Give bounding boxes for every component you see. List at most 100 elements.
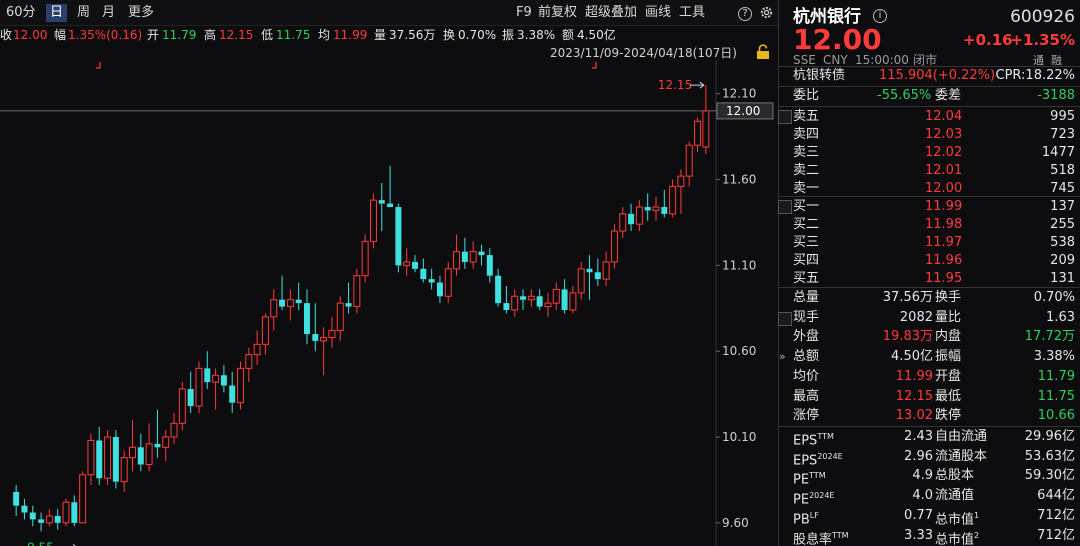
bid-label: 买五 [793,271,820,286]
tab-60min[interactable]: 60分 [6,5,36,20]
stat-value: 2082 [899,309,933,325]
panel-row: 买二 11.98 255 [779,215,1080,235]
stat-value: 17.72万 [1024,329,1075,345]
tools-button[interactable]: 工具 [679,5,706,20]
candle-body-down [495,275,502,304]
candle-body-down [112,437,119,482]
candle-body-down [38,519,45,523]
lock-icon[interactable] [756,44,770,60]
fund-label: 总市值1 [935,506,979,530]
side-button-3[interactable] [778,312,792,326]
candle-body-up [369,199,377,242]
min-price-arrow [72,544,77,546]
weibi-value: -55.65% [877,88,932,103]
candle-body-up [569,292,577,311]
stat-value: 19.83万 [882,329,933,345]
candle-body-down [461,251,468,262]
stat-value: 1.63 [1046,309,1075,325]
expand-arrow-icon[interactable]: » [779,350,786,363]
panel-row: 买四 11.96 209 [779,251,1080,271]
high-label: 高 [204,28,217,42]
tab-weekly[interactable]: 周 [77,5,91,20]
f9-button[interactable]: F9 [516,5,532,20]
ask-volume: 518 [1050,163,1075,178]
volume-label: 量 [374,28,387,42]
chart-canvas[interactable]: 12.10 11.60 11.10 10.60 10.10 9.60 12.00 12.15 9… [0,60,778,546]
currency: CNY [823,53,848,67]
stat-label: 外盘 [793,329,820,345]
y-tick-label: 11.60 [722,173,756,187]
fund-label-text: 总市值 [935,531,975,546]
avg-label: 均 [318,28,331,42]
fund-label: 总市值2 [935,526,979,546]
bid-price: 11.97 [925,235,963,250]
bid-volume: 131 [1050,271,1075,286]
fund-label: PETTM [793,466,826,490]
panel-row: 现手 2082 量比 1.63 [779,308,1080,328]
stat-label: 最低 [935,388,962,404]
fund-label-superscript: 2 [974,530,980,540]
bid-volume: 538 [1050,235,1075,250]
rong-badge: 融 [1051,54,1062,67]
fund-label: PBLF [793,506,819,530]
side-button-1[interactable] [778,110,792,124]
candle-body-down [96,440,103,479]
candle-body-up [669,185,677,215]
candle-body-up [87,439,95,476]
bid-volume: 209 [1050,253,1075,268]
stat-value: 10.66 [1037,408,1075,424]
panel-row: 买一 11.99 137 [779,197,1080,217]
fund-value: 4.9 [912,468,933,484]
panel-row: EPSTTM 2.43 自由流通 29.96亿 [779,427,1080,448]
weibi-label: 委比 [793,88,820,103]
panel-row: 最高 12.15 最低 11.75 [779,387,1080,407]
close-label: 收 [0,28,13,42]
candle-body-down [428,279,435,283]
stat-value: 11.99 [895,368,933,384]
candle-body-down [71,502,78,523]
candle-body-down [628,213,635,225]
panel-row: 股息率TTM 3.33 总市值2 712亿 [779,526,1080,546]
y-tick-label: 11.10 [722,258,756,272]
stat-value: 3.38% [1033,349,1075,365]
gear-icon[interactable] [759,5,774,23]
tab-daily[interactable]: 日 [46,4,68,22]
adjust-button[interactable]: 前复权 [538,5,578,20]
last-price: 12.00 [793,23,882,56]
candle-body-up [162,436,170,448]
date-range[interactable]: 2023/11/09-2024/04/18(107日) [550,46,737,60]
draw-line-button[interactable]: 画线 [645,5,672,20]
stat-value: 13.02 [895,408,933,424]
side-button-2[interactable] [778,200,792,214]
candlestick-chart[interactable]: 12.10 11.60 11.10 10.60 10.10 9.60 12.00 12.15 9… [0,60,778,546]
fund-label-superscript: 2024E [817,451,843,461]
y-tick-label: 12.10 [722,87,756,101]
ask-price: 12.04 [925,109,963,124]
candle-body-up [602,261,610,280]
help-icon[interactable]: ? [738,4,752,22]
candle-body-up [336,302,344,332]
stat-value: 12.15 [895,388,933,404]
candle-body-up [195,367,203,407]
y-tick-label: 10.60 [722,344,756,358]
candle-body-down [486,255,493,276]
ask-label: 卖一 [793,181,820,196]
fund-label-text: PB [793,512,810,528]
panel-row: EPS2024E 2.96 流通股本 53.63亿 [779,447,1080,468]
overlay-button[interactable]: 超级叠加 [585,5,638,20]
tab-more[interactable]: 更多 [128,5,155,20]
panel-row: 卖五 12.04 995 [779,107,1080,127]
convertible-label[interactable]: 杭银转债 [793,68,846,83]
change-value: 1.35%(0.16) [68,28,143,42]
candle-body-up [145,443,153,465]
candle-body-down [154,443,161,448]
candle-body-up [453,251,461,270]
turnover-value: 0.70% [458,28,497,42]
max-price-arrow [689,81,705,89]
tab-monthly[interactable]: 月 [102,5,116,20]
fund-value: 2.96 [904,448,933,464]
candle-body-down [279,299,286,307]
candle-body-down [312,334,319,341]
candle-body-down [586,268,593,273]
stat-label: 跌停 [935,408,962,424]
